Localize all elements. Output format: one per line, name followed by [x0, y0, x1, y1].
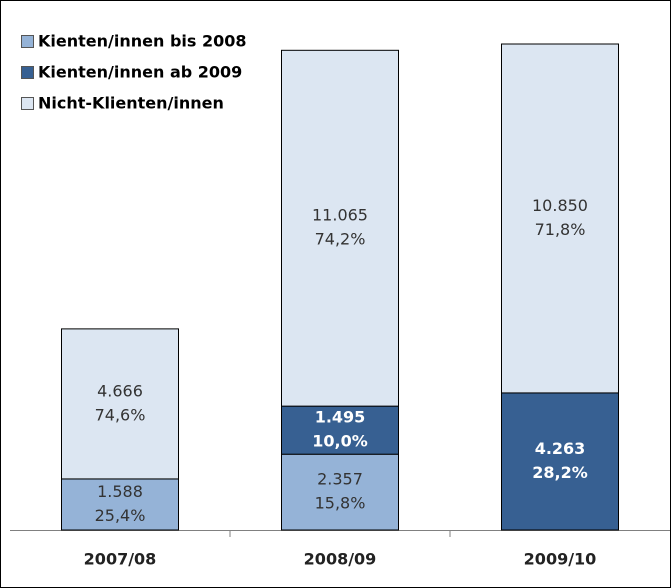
- legend-swatch: [21, 97, 34, 110]
- bar-segment: [501, 43, 619, 394]
- share-label: 25,4%: [95, 506, 146, 525]
- share-label: 28,2%: [532, 463, 588, 482]
- bar-segment: [281, 405, 399, 455]
- share-label: 15,8%: [315, 494, 366, 513]
- share-label: 74,2%: [315, 230, 366, 249]
- legend-label: Kienten/innen ab 2009: [38, 63, 242, 82]
- legend-swatch: [21, 35, 34, 48]
- bar-segment: [61, 328, 179, 480]
- value-label: 10.850: [532, 196, 588, 215]
- value-label: 11.065: [312, 206, 368, 225]
- bar-segment: [281, 453, 399, 531]
- share-label: 74,6%: [95, 405, 146, 424]
- bar-segment: [501, 392, 619, 531]
- value-label: 1.495: [315, 408, 366, 427]
- legend-label: Kienten/innen bis 2008: [38, 32, 247, 51]
- bar-segment: [281, 49, 399, 407]
- x-tick-label: 2007/08: [84, 550, 157, 569]
- value-label: 4.263: [535, 439, 586, 458]
- x-tick-label: 2008/09: [304, 550, 377, 569]
- value-label: 1.588: [97, 482, 143, 501]
- legend-label: Nicht-Klienten/innen: [38, 94, 224, 113]
- share-label: 71,8%: [535, 220, 586, 239]
- value-label: 4.666: [97, 381, 143, 400]
- share-label: 10,0%: [312, 432, 368, 451]
- x-tick-label: 2009/10: [524, 550, 597, 569]
- value-label: 2.357: [317, 470, 363, 489]
- legend-swatch: [21, 66, 34, 79]
